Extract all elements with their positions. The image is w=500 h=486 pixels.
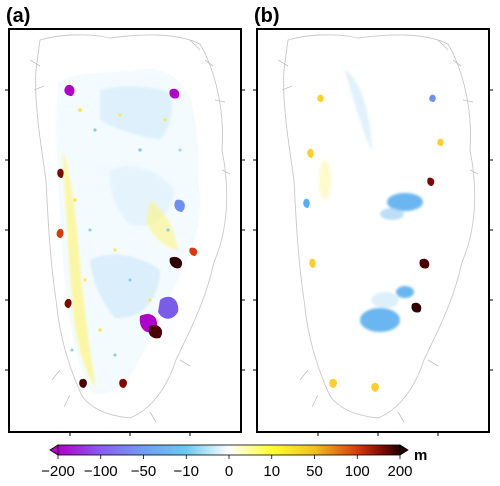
panel-b-ticks xyxy=(253,89,493,436)
colorbar-tick-label: −10 xyxy=(174,463,199,480)
colorbar-tick-label: −100 xyxy=(84,463,118,480)
panel-a-icesheet xyxy=(56,68,201,395)
colorbar-ticks: −200 −100 −50 −10 0 10 50 100 200 xyxy=(41,455,413,480)
colorbar-tick-label: 50 xyxy=(306,463,323,480)
panel-b-coastline xyxy=(283,34,476,419)
colorbar-tick-label: 0 xyxy=(225,463,233,480)
colorbar-low-arrow xyxy=(49,444,59,456)
panel-a-label: (a) xyxy=(6,5,30,27)
colorbar-tick-label: −200 xyxy=(41,463,75,480)
panel-b-icesheet xyxy=(304,68,449,395)
panel-b-margin-changes xyxy=(303,94,444,392)
panel-a-map xyxy=(29,34,231,423)
panel-a-ticks xyxy=(5,89,245,436)
panel-b: (b) xyxy=(253,5,493,436)
colorbar-tick-label: 200 xyxy=(387,463,412,480)
colorbar-high-arrow xyxy=(399,444,409,456)
panel-a-speckles xyxy=(70,108,182,357)
colorbar-tick-label: −50 xyxy=(131,463,156,480)
colorbar-gradient xyxy=(57,444,401,456)
colorbar-unit: m xyxy=(414,447,427,464)
panel-b-map xyxy=(277,34,479,423)
panel-a-coastline xyxy=(35,34,228,419)
colorbar-tick-label: 10 xyxy=(263,463,280,480)
colorbar: m −200 −100 −50 −10 0 10 50 100 200 xyxy=(41,444,427,480)
colorbar-tick-label: 100 xyxy=(345,463,370,480)
panel-a: (a) xyxy=(5,5,245,436)
panel-a-fjords xyxy=(29,39,231,423)
panel-b-label: (b) xyxy=(254,5,280,27)
panel-a-margin-changes xyxy=(56,84,198,388)
panel-b-fjords xyxy=(277,39,479,423)
